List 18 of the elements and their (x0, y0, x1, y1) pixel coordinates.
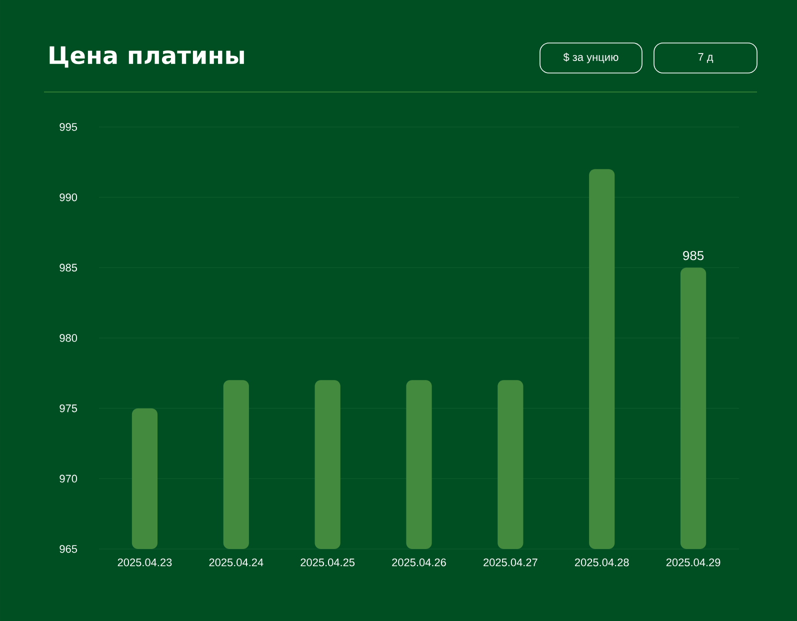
x-tick-label: 2025.04.25 (300, 558, 355, 566)
y-tick-label: 985 (60, 264, 78, 272)
y-tick-label: 995 (60, 123, 78, 131)
x-tick-label: 2025.04.23 (118, 558, 172, 566)
text: $ за унцию (563, 52, 618, 64)
data-label: 985 (683, 250, 704, 260)
x-tick-label: 2025.04.29 (666, 558, 720, 566)
text: 7 д (698, 53, 714, 63)
x-tick-label: 2025.04.24 (209, 558, 264, 566)
x-tick-label: 2025.04.27 (484, 558, 538, 566)
y-tick-label: 980 (60, 334, 78, 342)
y-tick-label: 990 (60, 193, 78, 202)
y-tick-label: 975 (60, 404, 78, 412)
y-tick-label: 970 (60, 474, 78, 483)
x-tick-label: 2025.04.26 (392, 558, 446, 566)
x-tick-label: 2025.04.28 (574, 558, 629, 566)
chart-title: Цена платины (50, 46, 244, 68)
y-tick-label: 965 (60, 545, 78, 553)
